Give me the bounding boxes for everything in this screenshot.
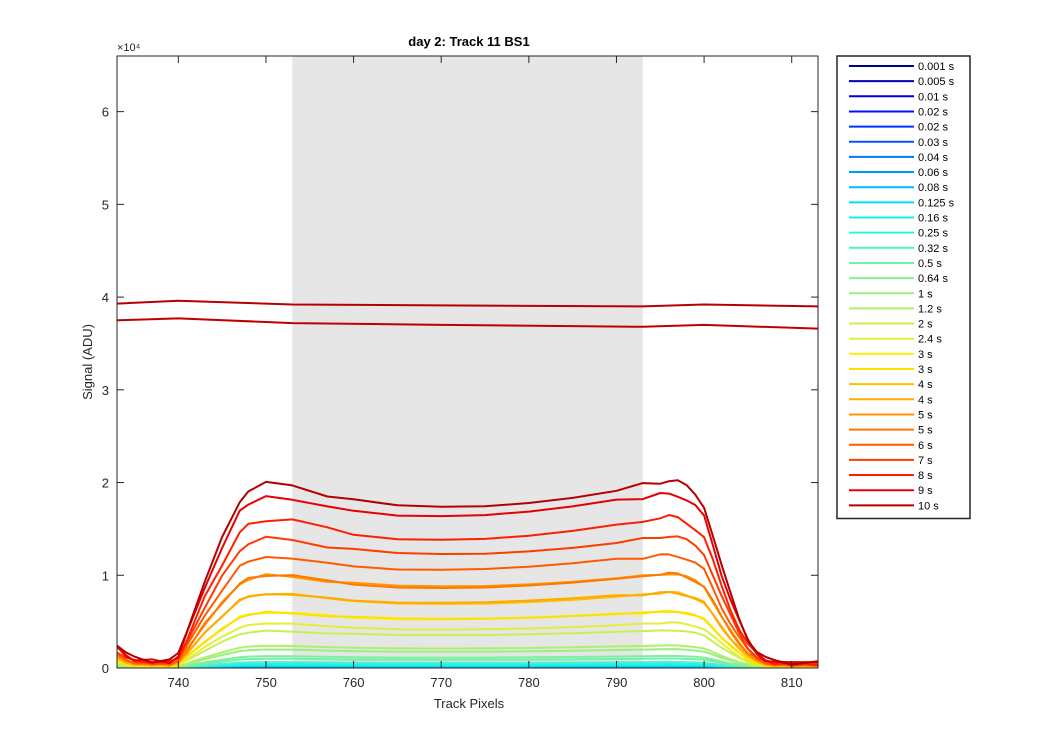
saturated-line-0 — [117, 299, 818, 308]
y-axis-exponent: ×10⁴ — [117, 42, 141, 54]
x-tick-label: 780 — [518, 675, 540, 690]
x-tick-label: 790 — [606, 675, 628, 690]
x-axis-label: Track Pixels — [434, 696, 505, 711]
series-line-17 — [117, 629, 818, 668]
legend-entry: 4 s — [918, 394, 933, 406]
x-tick-label: 760 — [343, 675, 365, 690]
legend-entry: 0.02 s — [918, 106, 948, 118]
x-tick-label: 800 — [693, 675, 715, 690]
legend-entry: 0.03 s — [918, 137, 948, 149]
legend-entry: 1 s — [918, 288, 933, 300]
axes: 740 750 760 770 780 790 800 810 0 1 2 3 4 5 6 — [102, 55, 819, 690]
legend-box — [836, 55, 971, 520]
legend-entry: 3 s — [918, 349, 933, 361]
y-axis-label: Signal (ADU) — [80, 324, 95, 400]
legend-entry: 5 s — [918, 409, 933, 421]
legend-entry: 0.125 s — [918, 197, 955, 209]
legend: 0.001 s 0.005 s 0.01 s 0.02 s 0.02 s 0.03 s 0.… — [836, 55, 971, 520]
legend-entry: 0.16 s — [918, 213, 948, 225]
legend-entry: 0.005 s — [918, 76, 955, 88]
saturated-line-1 — [117, 317, 818, 330]
legend-entry: 0.001 s — [918, 61, 955, 73]
series-line-14 — [117, 654, 818, 668]
series-line-26 — [117, 535, 818, 667]
legend-entry: 8 s — [918, 470, 933, 482]
series-line-18 — [117, 621, 818, 668]
legend-entry: 0.64 s — [918, 273, 948, 285]
series-line-24 — [117, 571, 818, 668]
x-tick-label: 810 — [781, 675, 803, 690]
legend-entry: 2 s — [918, 319, 933, 331]
series-line-25 — [117, 553, 818, 666]
legend-entry: 0.04 s — [918, 152, 948, 164]
series-line-20 — [117, 610, 818, 668]
legend-entry: 7 s — [918, 455, 933, 467]
legend-entry: 1.2 s — [918, 303, 942, 315]
series-line-16 — [117, 644, 818, 668]
legend-entry: 0.02 s — [918, 122, 948, 134]
y-tick-label: 0 — [102, 661, 109, 676]
series-line-22 — [117, 591, 818, 668]
legend-entry: 5 s — [918, 425, 933, 437]
x-tick-label: 740 — [167, 675, 189, 690]
y-tick-label: 5 — [102, 197, 109, 212]
legend-entry: 0.01 s — [918, 91, 948, 103]
legend-entry: 10 s — [918, 500, 939, 512]
x-tick-label: 770 — [430, 675, 452, 690]
y-tick-label: 4 — [102, 290, 109, 305]
chart-title: day 2: Track 11 BS1 — [408, 34, 529, 49]
legend-entry: 2.4 s — [918, 334, 942, 346]
x-tick-label: 750 — [255, 675, 277, 690]
legend-entry: 9 s — [918, 485, 933, 497]
y-tick-label: 1 — [102, 568, 109, 583]
y-tick-label: 2 — [102, 476, 109, 491]
legend-entry: 4 s — [918, 379, 933, 391]
legend-entry: 3 s — [918, 364, 933, 376]
legend-entry: 0.32 s — [918, 243, 948, 255]
series-line-29 — [117, 479, 818, 666]
y-tick-label: 6 — [102, 105, 109, 120]
legend-entry: 6 s — [918, 440, 933, 452]
legend-entry: 0.25 s — [918, 228, 948, 240]
legend-entry: 0.06 s — [918, 167, 948, 179]
series-line-27 — [117, 514, 818, 667]
legend-entry: 0.08 s — [918, 182, 948, 194]
shaded-region — [292, 56, 643, 668]
y-tick-label: 3 — [102, 383, 109, 398]
legend-entry: 0.5 s — [918, 258, 942, 270]
axes-box — [116, 55, 819, 669]
